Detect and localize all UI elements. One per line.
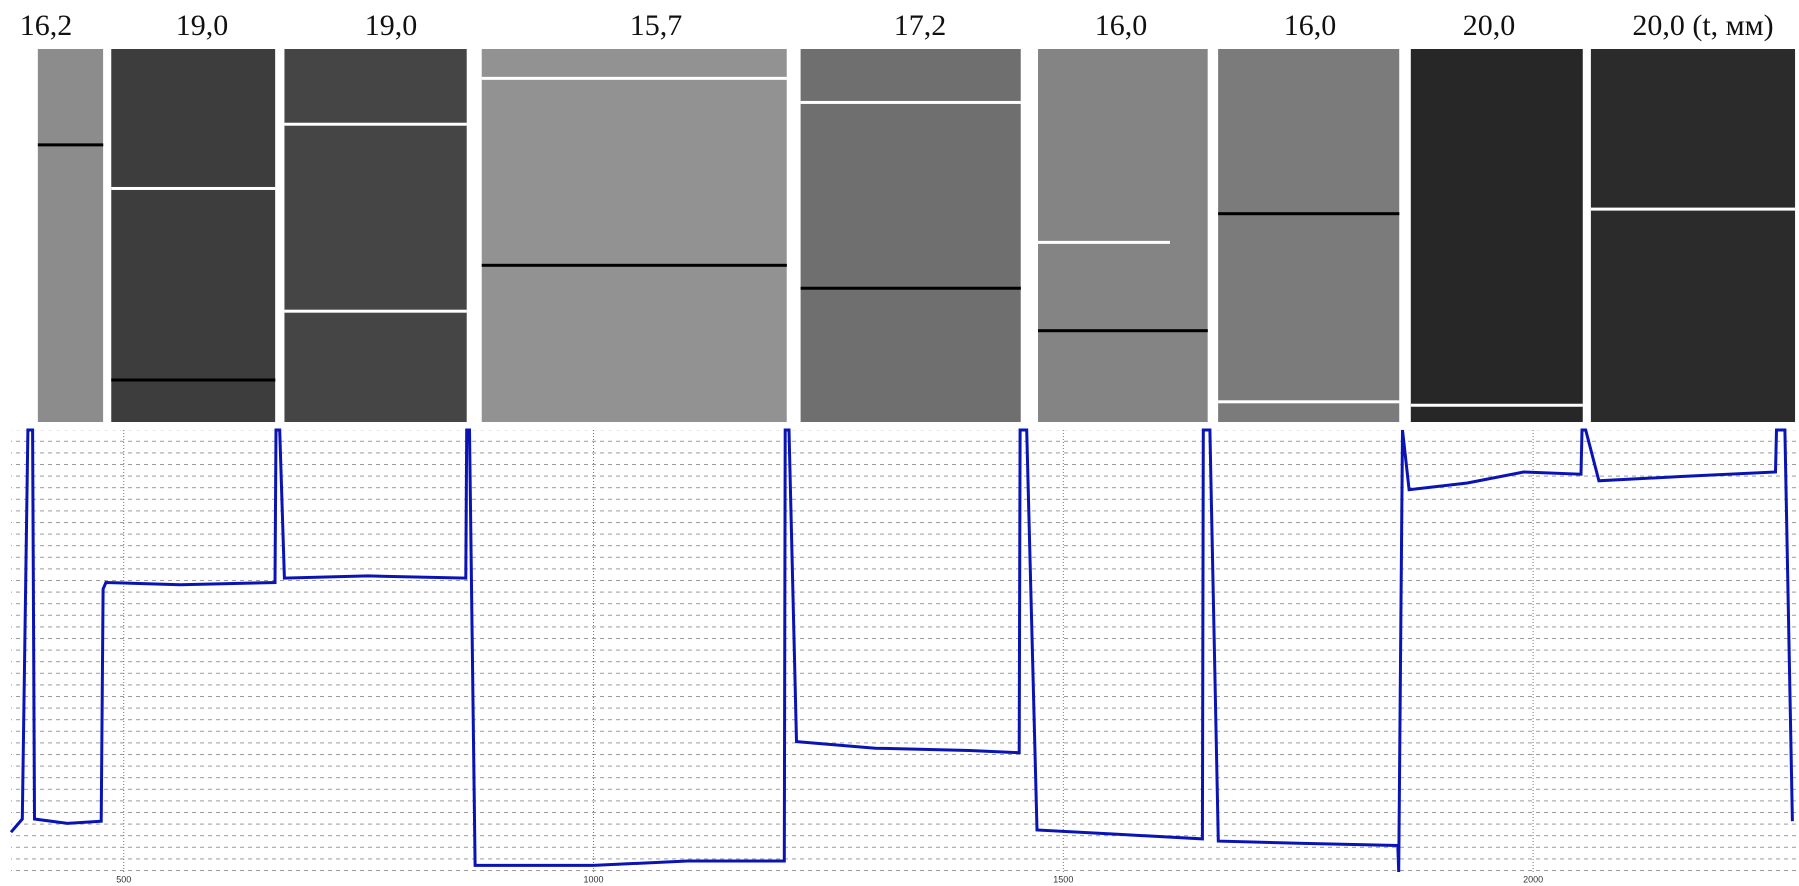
scan-streak	[284, 309, 467, 313]
scan-band	[1410, 49, 1583, 422]
segment-label: 15,7	[630, 9, 683, 42]
scan-band	[1399, 49, 1411, 422]
segment-label: 19,0	[176, 9, 229, 42]
scan-streak	[800, 286, 1021, 290]
scan-band	[37, 49, 104, 422]
scan-streak	[481, 263, 787, 267]
scan-band	[466, 49, 482, 422]
scan-streak	[800, 100, 1021, 104]
segment-label: 19,0	[365, 9, 418, 42]
scan-streak	[1590, 207, 1796, 211]
scan-band	[1582, 49, 1591, 422]
scan-band	[800, 49, 1021, 422]
scan-band	[103, 49, 112, 422]
grid-pattern	[11, 430, 1799, 872]
scan-streak	[1218, 212, 1400, 216]
scan-streak	[1038, 329, 1208, 333]
scan-band	[786, 49, 801, 422]
x-tick-label: 1500	[1053, 874, 1073, 884]
scan-streak	[1038, 240, 1170, 244]
segment-label: 17,2	[894, 9, 947, 42]
scan-streak	[1410, 403, 1583, 407]
scan-strip	[37, 49, 1796, 422]
scan-band	[481, 49, 787, 422]
scan-streak	[111, 378, 276, 382]
scan-band	[111, 49, 276, 422]
scan-band	[1020, 49, 1039, 422]
scan-band	[284, 49, 467, 422]
x-tick-label: 2000	[1523, 874, 1543, 884]
scan-streak	[111, 186, 276, 190]
segment-label: 20,0	[1463, 9, 1516, 42]
scan-streak	[284, 122, 467, 126]
scan-band	[1038, 49, 1208, 422]
data-line	[9, 428, 1794, 873]
segment-label: 20,0 (t, мм)	[1632, 9, 1773, 42]
scan-streak	[37, 143, 104, 147]
segment-label: 16,0	[1284, 9, 1337, 42]
scan-band	[1590, 49, 1796, 422]
scan-band	[275, 49, 285, 422]
scan-streak	[481, 76, 787, 80]
segment-label: 16,0	[1095, 9, 1148, 42]
x-tick-label: 1000	[584, 874, 604, 884]
scan-band	[1207, 49, 1219, 422]
x-tick-label: 500	[116, 874, 131, 884]
scan-band	[1218, 49, 1400, 422]
scan-streak	[1218, 400, 1400, 404]
segment-label: 16,2	[20, 9, 73, 42]
